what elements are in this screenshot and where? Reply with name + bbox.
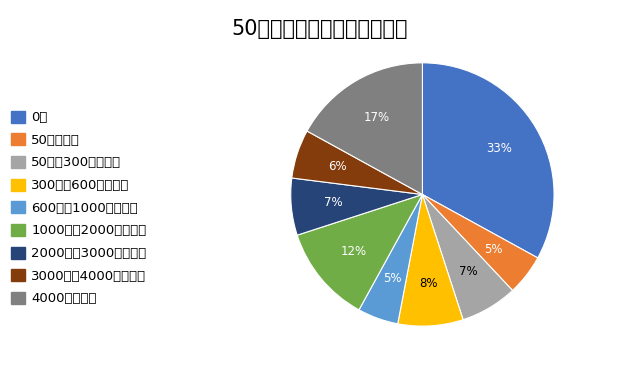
Text: 5%: 5%	[383, 272, 401, 285]
Wedge shape	[422, 194, 538, 291]
Wedge shape	[359, 194, 422, 324]
Text: 5%: 5%	[484, 243, 502, 256]
Text: 33%: 33%	[486, 142, 513, 156]
Wedge shape	[422, 194, 513, 320]
Text: 12%: 12%	[340, 245, 367, 258]
Wedge shape	[292, 131, 422, 194]
Text: 50歳代のリスク資産について: 50歳代のリスク資産について	[232, 19, 408, 39]
Wedge shape	[307, 63, 422, 194]
Wedge shape	[291, 178, 422, 235]
Wedge shape	[297, 194, 422, 310]
Text: 7%: 7%	[459, 265, 477, 278]
Wedge shape	[422, 63, 554, 258]
Text: 6%: 6%	[328, 160, 347, 173]
Legend: 0円, 50万円未満, 50万〜300万円未満, 300万〜600万円未満, 600万〜1000万円未満, 1000万〜2000万円未満, 2000万〜3000: 0円, 50万円未満, 50万〜300万円未満, 300万〜600万円未満, 6…	[12, 111, 147, 306]
Text: 8%: 8%	[419, 278, 437, 290]
Text: 7%: 7%	[324, 196, 342, 209]
Wedge shape	[397, 194, 463, 326]
Text: 17%: 17%	[364, 111, 390, 124]
